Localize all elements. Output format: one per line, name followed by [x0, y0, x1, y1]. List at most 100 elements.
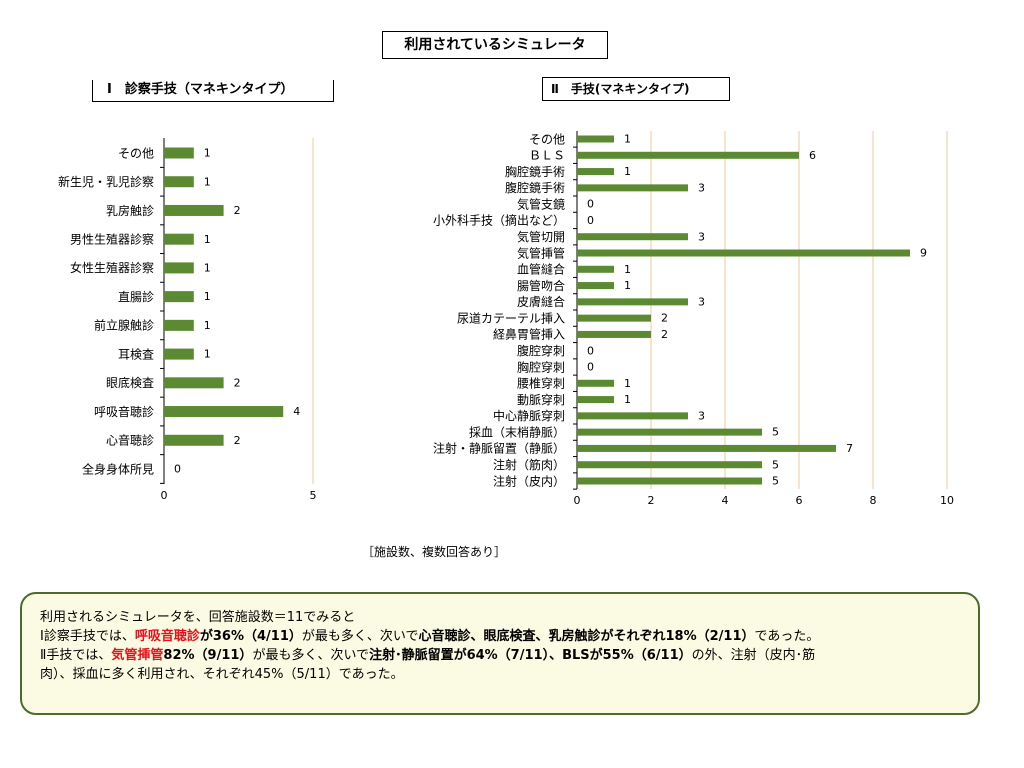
- bar: [164, 233, 194, 245]
- summary-segment: の外、注射（皮内･筋: [691, 648, 816, 663]
- category-label: その他: [529, 132, 565, 146]
- data-label: 0: [587, 344, 594, 357]
- x-tick-label: 4: [722, 494, 729, 507]
- bar: [577, 379, 614, 387]
- summary-segment: が最も多く、次いで: [252, 648, 370, 663]
- bar: [577, 314, 651, 322]
- category-label: 女性生殖器診察: [70, 260, 154, 275]
- category-label: 経鼻胃管挿入: [493, 327, 565, 342]
- bar: [577, 282, 614, 290]
- data-label: 0: [174, 463, 181, 476]
- data-label: 0: [587, 198, 594, 211]
- data-label: 1: [204, 319, 211, 332]
- data-label: 2: [661, 328, 668, 341]
- data-label: 6: [809, 149, 816, 162]
- category-label: ＢＬＳ: [529, 149, 565, 163]
- category-label: 腰椎穿刺: [517, 376, 565, 391]
- summary-segment: であった。: [754, 629, 820, 644]
- data-label: 1: [624, 263, 631, 276]
- footnote: ［施設数、複数回答あり］: [362, 545, 507, 559]
- data-label: 2: [234, 434, 241, 447]
- data-label: 5: [772, 458, 779, 471]
- data-label: 1: [204, 290, 211, 303]
- data-label: 5: [772, 475, 779, 488]
- category-label: 呼吸音聴診: [94, 404, 154, 419]
- category-label: 胸腔鏡手術: [505, 164, 565, 179]
- data-label: 3: [698, 409, 705, 422]
- x-tick-label: 6: [796, 494, 803, 507]
- bar: [577, 412, 688, 420]
- summary-segment: 82%（9/11）: [163, 648, 253, 663]
- data-label: 3: [698, 230, 705, 243]
- category-label: 胸腔穿刺: [517, 359, 565, 374]
- category-label: 耳検査: [118, 347, 154, 361]
- data-label: 7: [846, 442, 853, 455]
- data-label: 1: [204, 233, 211, 246]
- x-tick-label: 5: [310, 489, 317, 502]
- summary-box: 利用されるシミュレータを、回答施設数＝11でみると Ⅰ診察手技では、呼吸音聴診が…: [20, 592, 980, 715]
- bar: [577, 151, 799, 159]
- bar: [164, 348, 194, 360]
- bar: [577, 135, 614, 143]
- bar: [164, 176, 194, 188]
- category-label: 直腸診: [118, 289, 154, 304]
- category-label: 動脈穿刺: [517, 392, 565, 407]
- bar: [577, 249, 910, 257]
- summary-line-3: Ⅱ手技では、気管挿管82%（9/11）が最も多く、次いで注射･静脈留置が64%（…: [40, 646, 962, 665]
- category-label: 注射（皮内）: [493, 473, 565, 488]
- category-label: 心音聴診: [106, 433, 154, 448]
- x-tick-label: 8: [870, 494, 877, 507]
- data-label: 1: [624, 165, 631, 178]
- summary-segment: 注射･静脈留置が64%（7/11）、BLSが55%（6/11）: [369, 648, 692, 663]
- data-label: 2: [661, 312, 668, 325]
- bar: [164, 204, 224, 216]
- bar: [577, 477, 762, 485]
- summary-segment: が最も多く、次いで: [301, 629, 419, 644]
- x-tick-label: 0: [161, 489, 168, 502]
- summary-segment: Ⅰ診察手技では、: [40, 629, 135, 644]
- data-label: 0: [587, 214, 594, 227]
- data-label: 1: [204, 348, 211, 361]
- data-label: 3: [698, 181, 705, 194]
- summary-segment: 気管挿管: [111, 648, 164, 663]
- category-label: 全身身体所見: [82, 461, 154, 476]
- category-label: 前立腺触診: [94, 318, 154, 333]
- category-label: 尿道カテーテル挿入: [457, 311, 565, 325]
- data-label: 0: [587, 361, 594, 374]
- category-label: 眼底検査: [106, 375, 154, 390]
- data-label: 2: [234, 376, 241, 389]
- bar: [577, 298, 688, 306]
- bar: [164, 377, 224, 389]
- bar: [577, 265, 614, 273]
- data-label: 1: [624, 377, 631, 390]
- bar: [164, 262, 194, 274]
- data-label: 2: [234, 204, 241, 217]
- category-label: 採血（末梢静脈）: [469, 424, 565, 439]
- category-label: 腸管吻合: [517, 278, 565, 293]
- category-label: 中心静脈穿刺: [493, 408, 565, 423]
- data-label: 3: [698, 295, 705, 308]
- bar: [164, 406, 284, 418]
- data-label: 9: [920, 247, 927, 260]
- category-label: 小外科手技（摘出など）: [433, 213, 565, 228]
- bar: [164, 319, 194, 331]
- data-label: 1: [204, 147, 211, 160]
- summary-segment: Ⅱ手技では、: [40, 648, 112, 663]
- category-label: 乳房触診: [106, 203, 154, 218]
- bar: [577, 461, 762, 469]
- category-label: 血管縫合: [517, 262, 565, 277]
- category-label: 気管挿管: [517, 245, 565, 260]
- category-label: 気管支鏡: [517, 196, 565, 211]
- data-label: 1: [204, 262, 211, 275]
- data-label: 4: [293, 405, 300, 418]
- category-label: 腹腔穿刺: [517, 343, 565, 358]
- x-tick-label: 2: [648, 494, 655, 507]
- category-label: 皮膚縫合: [517, 294, 565, 309]
- bar: [577, 330, 651, 338]
- right-chart-title: Ⅱ 手技(マネキンタイプ): [542, 77, 730, 101]
- category-label: 注射・静脈留置（静脈）: [433, 441, 565, 456]
- bar: [164, 434, 224, 446]
- bar: [577, 184, 688, 192]
